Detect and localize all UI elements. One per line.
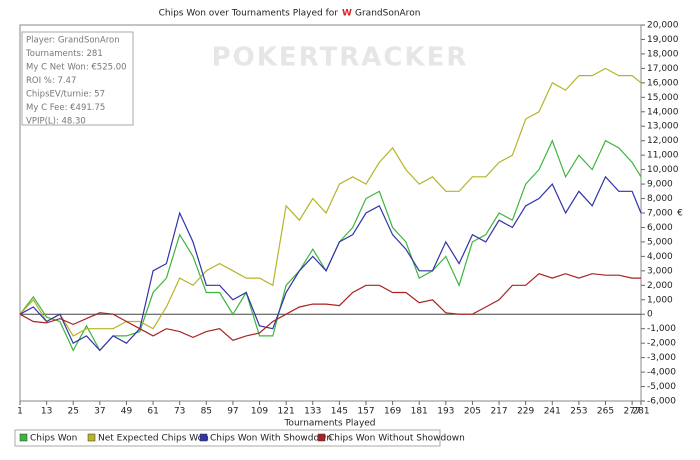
info-line: My C Net Won: €525.00 bbox=[26, 63, 127, 73]
y-tick-label: 14,000 bbox=[647, 107, 679, 117]
y-tick-label: 20,000 bbox=[647, 21, 679, 31]
x-tick-label: 73 bbox=[174, 407, 185, 417]
x-tick-label: 145 bbox=[331, 407, 348, 417]
x-tick-label: 25 bbox=[68, 407, 79, 417]
y-tick-label: -5,000 bbox=[647, 382, 676, 392]
x-tick-label: 169 bbox=[384, 407, 401, 417]
y-tick-label: -6,000 bbox=[647, 397, 676, 407]
x-tick-label: 193 bbox=[437, 407, 454, 417]
y-tick-label: 3,000 bbox=[647, 266, 673, 276]
info-box bbox=[21, 31, 134, 126]
y-tick-label: 11,000 bbox=[647, 151, 679, 161]
x-tick-label: 37 bbox=[94, 407, 105, 417]
y-tick-label: 9,000 bbox=[647, 180, 673, 190]
x-tick-label: 157 bbox=[357, 407, 374, 417]
player-name: GrandSonAron bbox=[355, 9, 420, 19]
x-tick-label: 181 bbox=[411, 407, 428, 417]
x-tick-label: 1 bbox=[17, 407, 23, 417]
y-tick-label: 0 bbox=[647, 310, 653, 320]
legend-swatch bbox=[199, 433, 208, 442]
x-tick-label: 241 bbox=[544, 407, 561, 417]
x-tick-label: 13 bbox=[41, 407, 52, 417]
series-line bbox=[19, 175, 642, 352]
y-tick-label: -1,000 bbox=[647, 324, 676, 334]
y-tick-label: 7,000 bbox=[647, 209, 673, 219]
y-tick-label: 17,000 bbox=[647, 64, 679, 74]
legend-swatch bbox=[87, 433, 96, 442]
x-tick-label: 217 bbox=[490, 407, 507, 417]
x-tick-label: 97 bbox=[227, 407, 238, 417]
info-line: Tournaments: 281 bbox=[25, 49, 103, 59]
y-tick-label: 15,000 bbox=[647, 93, 679, 103]
x-tick-label: 281 bbox=[632, 407, 649, 417]
y-axis-label: € bbox=[677, 209, 683, 219]
y-tick-label: 13,000 bbox=[647, 122, 679, 132]
info-line: ChipsEV/turnie: 57 bbox=[26, 90, 105, 100]
legend-label: Chips Won bbox=[30, 434, 77, 444]
y-tick-label: 16,000 bbox=[647, 78, 679, 88]
logo: W bbox=[342, 9, 352, 19]
legend-label: Chips Won Without Showdown bbox=[328, 434, 465, 444]
y-tick-label: 10,000 bbox=[647, 165, 679, 175]
y-tick-label: -2,000 bbox=[647, 339, 676, 349]
series-line bbox=[19, 273, 641, 341]
x-tick-label: 265 bbox=[597, 407, 614, 417]
x-tick-label: 205 bbox=[464, 407, 481, 417]
x-tick-label: 85 bbox=[201, 407, 212, 417]
x-axis-label: Tournaments Played bbox=[283, 419, 375, 429]
x-tick-label: 49 bbox=[121, 407, 133, 417]
x-tick-label: 277 bbox=[624, 407, 641, 417]
y-tick-label: 19,000 bbox=[647, 35, 679, 45]
y-tick-label: 12,000 bbox=[647, 136, 679, 146]
y-tick-label: 2,000 bbox=[647, 281, 673, 291]
series-line bbox=[19, 67, 642, 337]
x-tick-label: 229 bbox=[517, 407, 534, 417]
watermark: POKERTRACKER bbox=[212, 43, 469, 73]
info-line: ROI %: 7.47 bbox=[26, 76, 76, 86]
legend bbox=[14, 429, 441, 447]
x-tick-label: 121 bbox=[278, 407, 295, 417]
legend-label: Chips Won With Showdown bbox=[210, 434, 332, 444]
chart-title: Chips Won over Tournaments Played for bbox=[159, 9, 339, 19]
y-tick-label: 5,000 bbox=[647, 237, 673, 247]
legend-swatch bbox=[317, 433, 326, 442]
y-tick-label: 8,000 bbox=[647, 194, 673, 204]
info-line: VPIP(L): 48.30 bbox=[26, 117, 86, 127]
y-tick-label: 18,000 bbox=[647, 49, 679, 59]
y-tick-label: 6,000 bbox=[647, 223, 673, 233]
y-tick-label: -3,000 bbox=[647, 353, 676, 363]
x-tick-label: 133 bbox=[304, 407, 321, 417]
legend-label: Net Expected Chips Won bbox=[98, 434, 209, 444]
x-tick-label: 109 bbox=[251, 407, 268, 417]
y-tick-label: 1,000 bbox=[647, 295, 673, 305]
info-line: Player: GrandSonAron bbox=[26, 36, 120, 46]
x-tick-label: 61 bbox=[147, 407, 158, 417]
info-line: My C Fee: €491.75 bbox=[26, 103, 105, 113]
y-tick-label: -4,000 bbox=[647, 368, 676, 378]
x-tick-label: 253 bbox=[570, 407, 587, 417]
legend-swatch bbox=[19, 433, 28, 442]
y-tick-label: 4,000 bbox=[647, 252, 673, 262]
